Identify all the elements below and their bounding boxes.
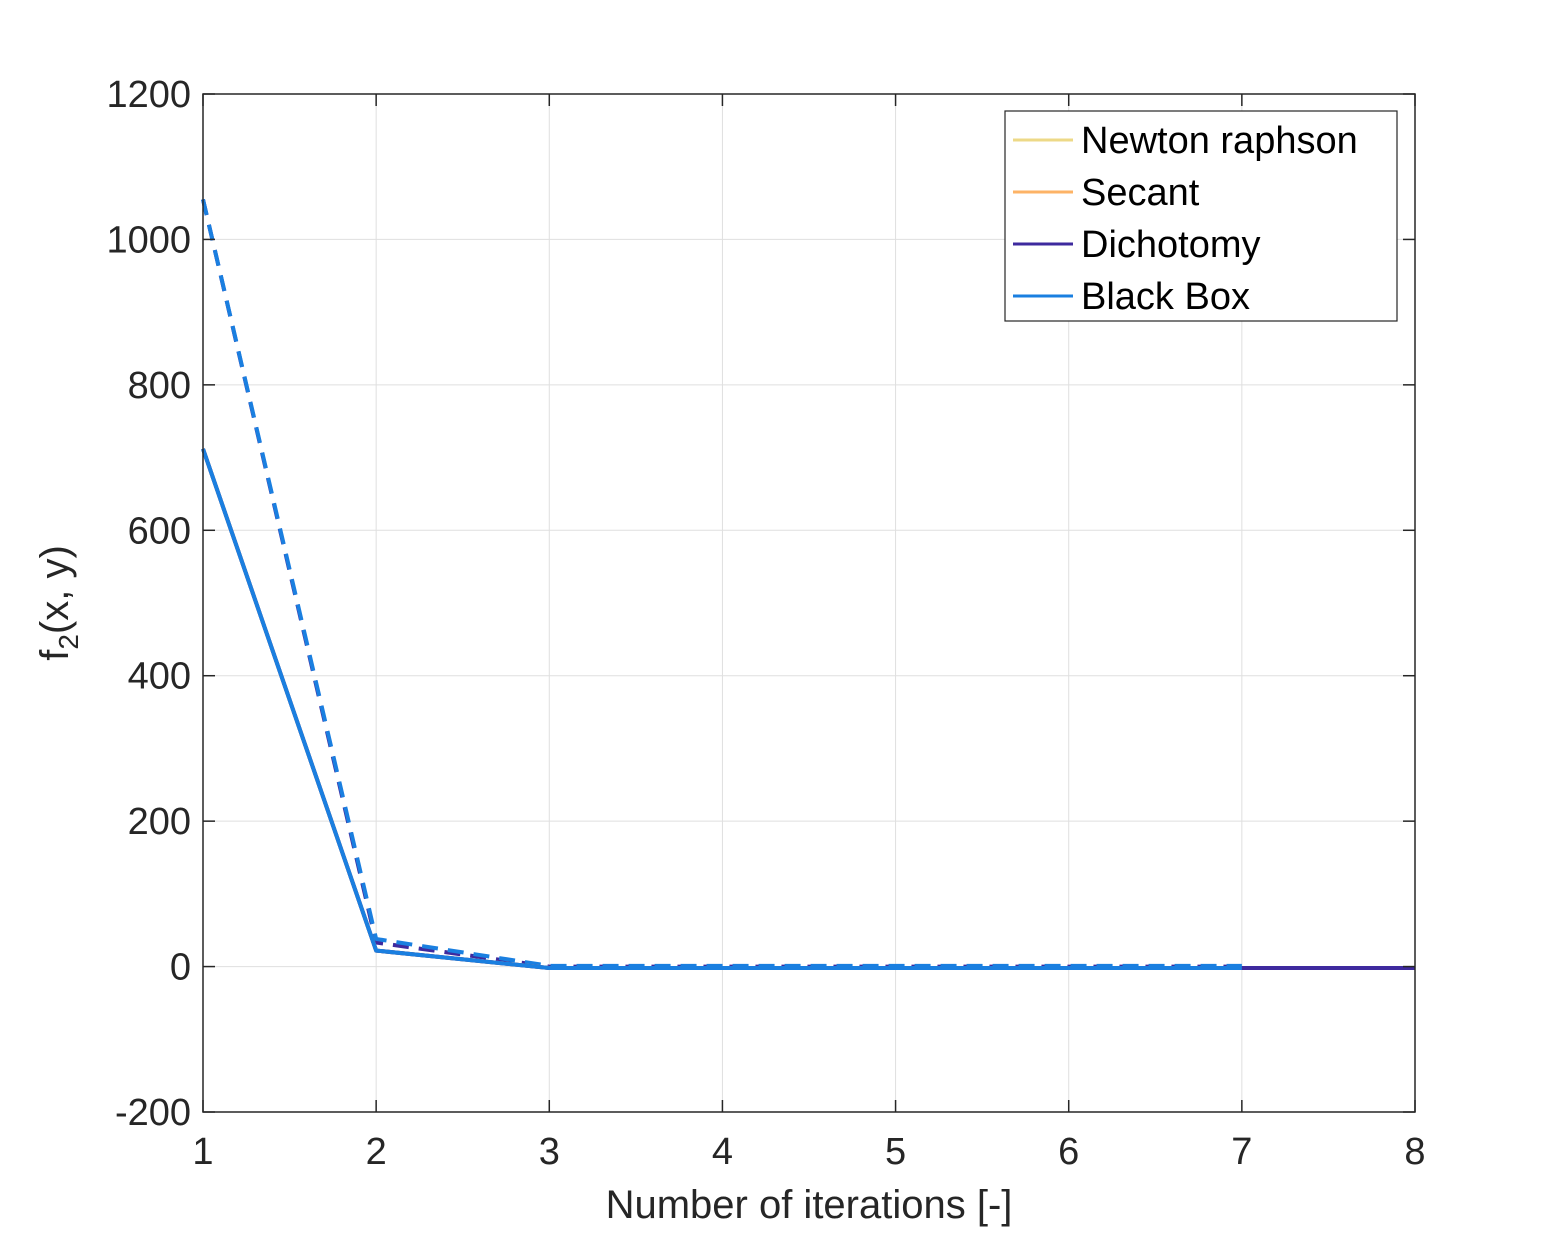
y-tick-label: 400 [128, 656, 191, 698]
legend-label: Dichotomy [1081, 224, 1261, 266]
y-tick-label: -200 [115, 1092, 191, 1134]
y-tick-label: 1200 [106, 74, 191, 116]
y-axis-title-rest: (x, y) [33, 545, 77, 634]
axis-ticks [202, 93, 1416, 1113]
y-tick-label: 1000 [106, 219, 191, 261]
x-tick-label: 5 [885, 1131, 906, 1173]
legend-label: Black Box [1081, 276, 1250, 318]
y-tick-label: 0 [170, 947, 191, 989]
series-line-black-box [201, 448, 1242, 971]
legend-label: Newton raphson [1081, 120, 1358, 162]
x-axis-title: Number of iterations [-] [606, 1183, 1013, 1227]
x-tick-label: 8 [1404, 1131, 1425, 1173]
y-tick-labels: -200 0 200 400 600 800 1000 1200 [106, 74, 191, 1134]
y-axis-title-main: f [33, 649, 77, 661]
y-tick-label: 200 [128, 801, 191, 843]
y-axis-title-subscript: 2 [53, 634, 84, 650]
plot-frame [202, 93, 1416, 1113]
x-tick-label: 2 [366, 1131, 387, 1173]
x-tick-label: 1 [192, 1131, 213, 1173]
x-tick-label: 3 [539, 1131, 560, 1173]
x-tick-label: 4 [712, 1131, 733, 1173]
legend: Newton raphson Secant Dichotomy Black Box [1004, 110, 1398, 322]
legend-box [1004, 110, 1398, 322]
y-tick-label: 800 [128, 365, 191, 407]
y-tick-label: 600 [128, 510, 191, 552]
x-tick-labels: 1 2 3 4 5 6 7 8 [192, 1131, 1425, 1173]
legend-label: Secant [1081, 172, 1200, 214]
x-tick-label: 6 [1058, 1131, 1079, 1173]
dashed-series-line-2 [201, 198, 1242, 968]
x-tick-label: 7 [1231, 1131, 1252, 1173]
y-axis-title: f2(x, y) [33, 545, 84, 661]
series-lines [201, 198, 1415, 971]
